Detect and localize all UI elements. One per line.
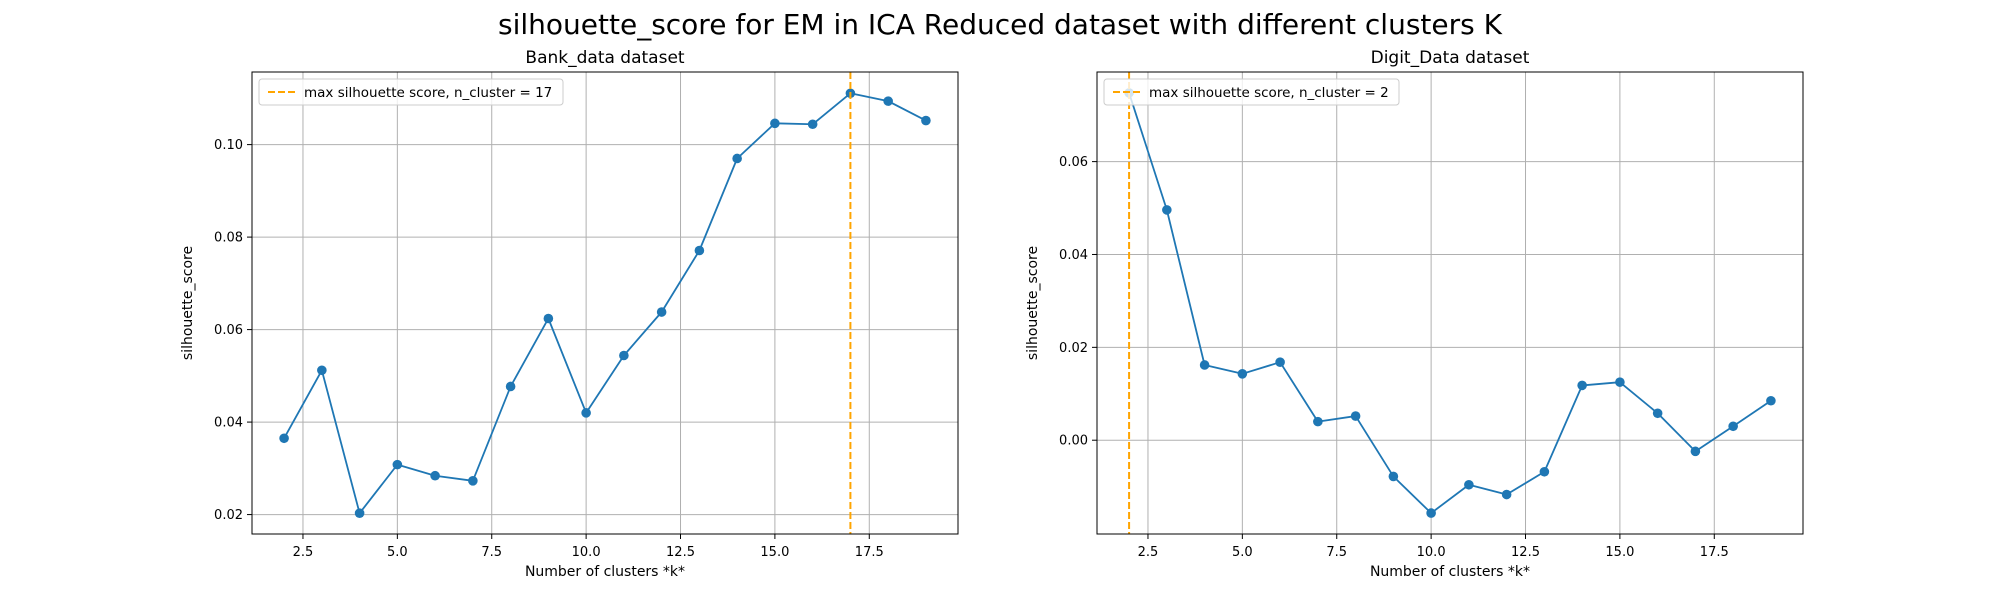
legend: max silhouette score, n_cluster = 2 <box>1103 78 1400 106</box>
data-point <box>468 476 478 486</box>
y-tick-label: 0.04 <box>214 416 243 431</box>
axes-frame <box>1096 71 1804 535</box>
data-point <box>1199 360 1210 370</box>
bank-data-subplot: 2.5 5.0 7.5 10.0 12.5 15.0 17.5 0.02 0.04 0.06 0.0… <box>180 48 959 580</box>
data-point <box>1464 479 1474 490</box>
x-tick-label: 17.5 <box>1700 545 1729 560</box>
legend-box <box>258 78 564 106</box>
legend-label: max silhouette score, n_cluster = 17 <box>304 85 552 101</box>
y-tick-label: 0.06 <box>214 323 243 338</box>
y-tick-label: 0.08 <box>214 231 243 246</box>
digit-data-subplot: 2.5 5.0 7.5 10.0 12.5 15.0 17.5 0.00 0.02 0.04 0.0… <box>1025 48 1804 580</box>
y-tick-label: 0.10 <box>214 138 243 153</box>
series-line <box>1128 92 1772 515</box>
data-point <box>807 119 818 130</box>
data-point <box>392 459 403 470</box>
data-point <box>1162 205 1172 215</box>
data-point <box>1237 369 1248 379</box>
subplot-title: Bank_data dataset <box>525 48 685 68</box>
x-axis-label: Number of clusters *k* <box>1370 564 1530 580</box>
data-point <box>1426 508 1436 518</box>
data-point <box>921 115 931 126</box>
x-tick-label: 12.5 <box>666 545 695 560</box>
x-tick-label: 10.0 <box>1417 545 1446 560</box>
data-point <box>1577 380 1587 391</box>
data-point <box>505 381 516 392</box>
legend: max silhouette score, n_cluster = 17 <box>258 78 564 106</box>
x-tick-label: 7.5 <box>481 545 502 560</box>
x-tick-label: 15.0 <box>1605 545 1634 560</box>
data-point <box>656 307 667 317</box>
data-point <box>619 350 629 361</box>
data-point <box>279 433 289 444</box>
x-tick-label: 7.5 <box>1326 545 1347 560</box>
y-tick-label: 0.00 <box>1059 434 1088 449</box>
plot-area <box>252 72 958 534</box>
data-point <box>1766 395 1776 406</box>
data-point <box>1690 446 1701 457</box>
x-axis-label: Number of clusters *k* <box>525 564 685 580</box>
x-tick-label: 5.0 <box>1232 545 1253 560</box>
x-tick-label: 10.0 <box>572 545 601 560</box>
data-point <box>1539 466 1550 477</box>
series-line <box>283 92 927 515</box>
axes-frame <box>251 71 959 535</box>
y-tick-label: 0.04 <box>1059 248 1088 263</box>
data-point <box>770 118 780 129</box>
x-tick-label: 15.0 <box>760 545 789 560</box>
legend-label: max silhouette score, n_cluster = 2 <box>1149 85 1389 101</box>
data-point <box>694 245 705 256</box>
data-point <box>317 365 327 376</box>
plot-area <box>1097 72 1803 534</box>
y-axis-label: silhouette_score <box>1025 246 1041 360</box>
data-point <box>1388 471 1399 482</box>
data-point <box>543 313 554 324</box>
legend-box <box>1103 78 1400 106</box>
x-tick-label: 2.5 <box>293 545 314 560</box>
data-point <box>1615 377 1625 387</box>
x-tick-label: 12.5 <box>1511 545 1540 560</box>
y-tick-label: 0.06 <box>1059 155 1088 170</box>
data-point <box>1275 357 1285 368</box>
x-tick-label: 17.5 <box>855 545 884 560</box>
x-tick-label: 5.0 <box>387 545 408 560</box>
data-point <box>1652 408 1663 419</box>
data-point <box>430 470 440 481</box>
data-point <box>581 408 591 418</box>
data-point <box>732 153 742 164</box>
figure-suptitle: silhouette_score for EM in ICA Reduced d… <box>498 8 1503 41</box>
data-point <box>1501 489 1512 500</box>
y-tick-label: 0.02 <box>1059 341 1088 356</box>
data-point <box>1313 416 1323 427</box>
data-point <box>883 96 893 106</box>
subplot-title: Digit_Data dataset <box>1371 48 1530 68</box>
y-tick-label: 0.02 <box>214 508 243 523</box>
x-tick-label: 2.5 <box>1138 545 1159 560</box>
data-point <box>354 508 365 518</box>
y-axis-label: silhouette_score <box>180 246 196 360</box>
data-point <box>1350 411 1361 421</box>
data-point <box>1728 421 1738 432</box>
